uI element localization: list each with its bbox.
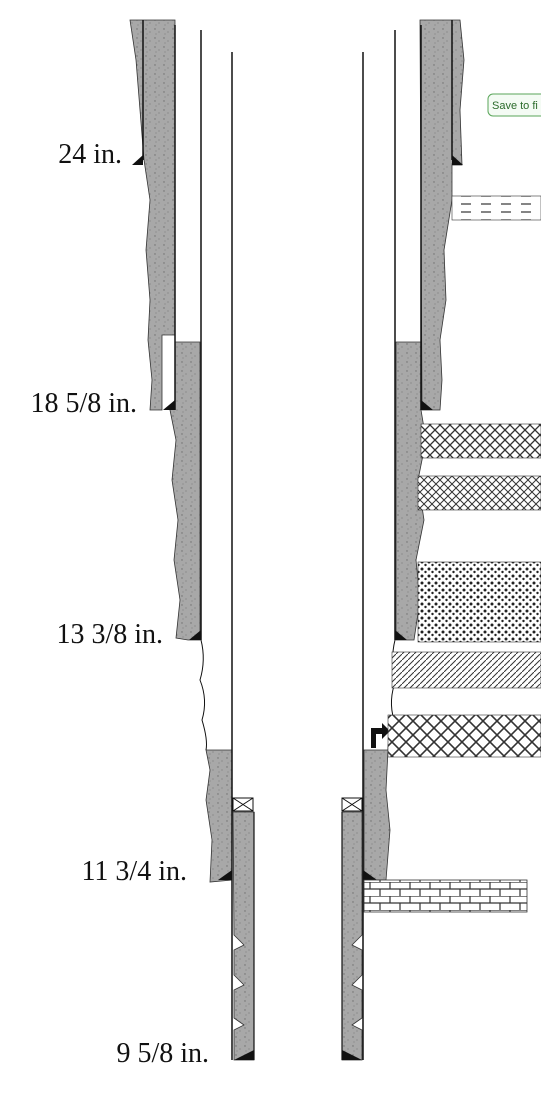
formation-dashed	[451, 195, 541, 221]
formation-dotted	[417, 561, 541, 643]
formation-crosshatch	[417, 475, 541, 511]
shoe-18in-left	[163, 400, 175, 410]
label-24in: 24 in.	[58, 139, 122, 170]
save-to-file-button[interactable]: Save to fi	[487, 93, 541, 117]
save-button-label: Save to fi	[492, 100, 538, 112]
flow-arrow-icon	[371, 723, 390, 748]
shoe-24in-right	[452, 155, 463, 165]
formation-large-cross	[387, 714, 541, 758]
label-13-3-8in: 13 3/8 in.	[56, 619, 163, 650]
label-18-5-8in: 18 5/8 in.	[30, 388, 137, 419]
cement-11in-right	[341, 811, 363, 1061]
shoe-18in-right	[421, 400, 433, 410]
packer-right	[341, 797, 363, 812]
packer-left	[232, 797, 254, 812]
cement-13in-left	[205, 749, 233, 883]
label-11-3-4in: 11 3/4 in.	[81, 856, 187, 887]
shoe-11in-left	[218, 870, 232, 880]
shoe-9in-right	[342, 1050, 362, 1060]
cement-13in-right	[363, 749, 391, 881]
formation-brick	[363, 879, 528, 913]
shoe-13in-right	[395, 630, 407, 640]
cement-11in-left	[232, 811, 255, 1061]
label-9-5-8in: 9 5/8 in.	[116, 1038, 209, 1069]
left-wall	[129, 19, 255, 1061]
formation-layers	[363, 195, 541, 913]
shoe-11in-right	[363, 870, 377, 880]
shoe-24in-left	[132, 155, 143, 165]
shoe-13in-left	[189, 630, 201, 640]
shoe-9in-left	[234, 1050, 254, 1060]
cement-24in-left	[129, 19, 176, 411]
formation-weave	[420, 423, 541, 459]
cement-24in-right	[419, 19, 465, 411]
right-wall	[341, 19, 465, 1061]
formation-diagonal	[391, 651, 541, 689]
